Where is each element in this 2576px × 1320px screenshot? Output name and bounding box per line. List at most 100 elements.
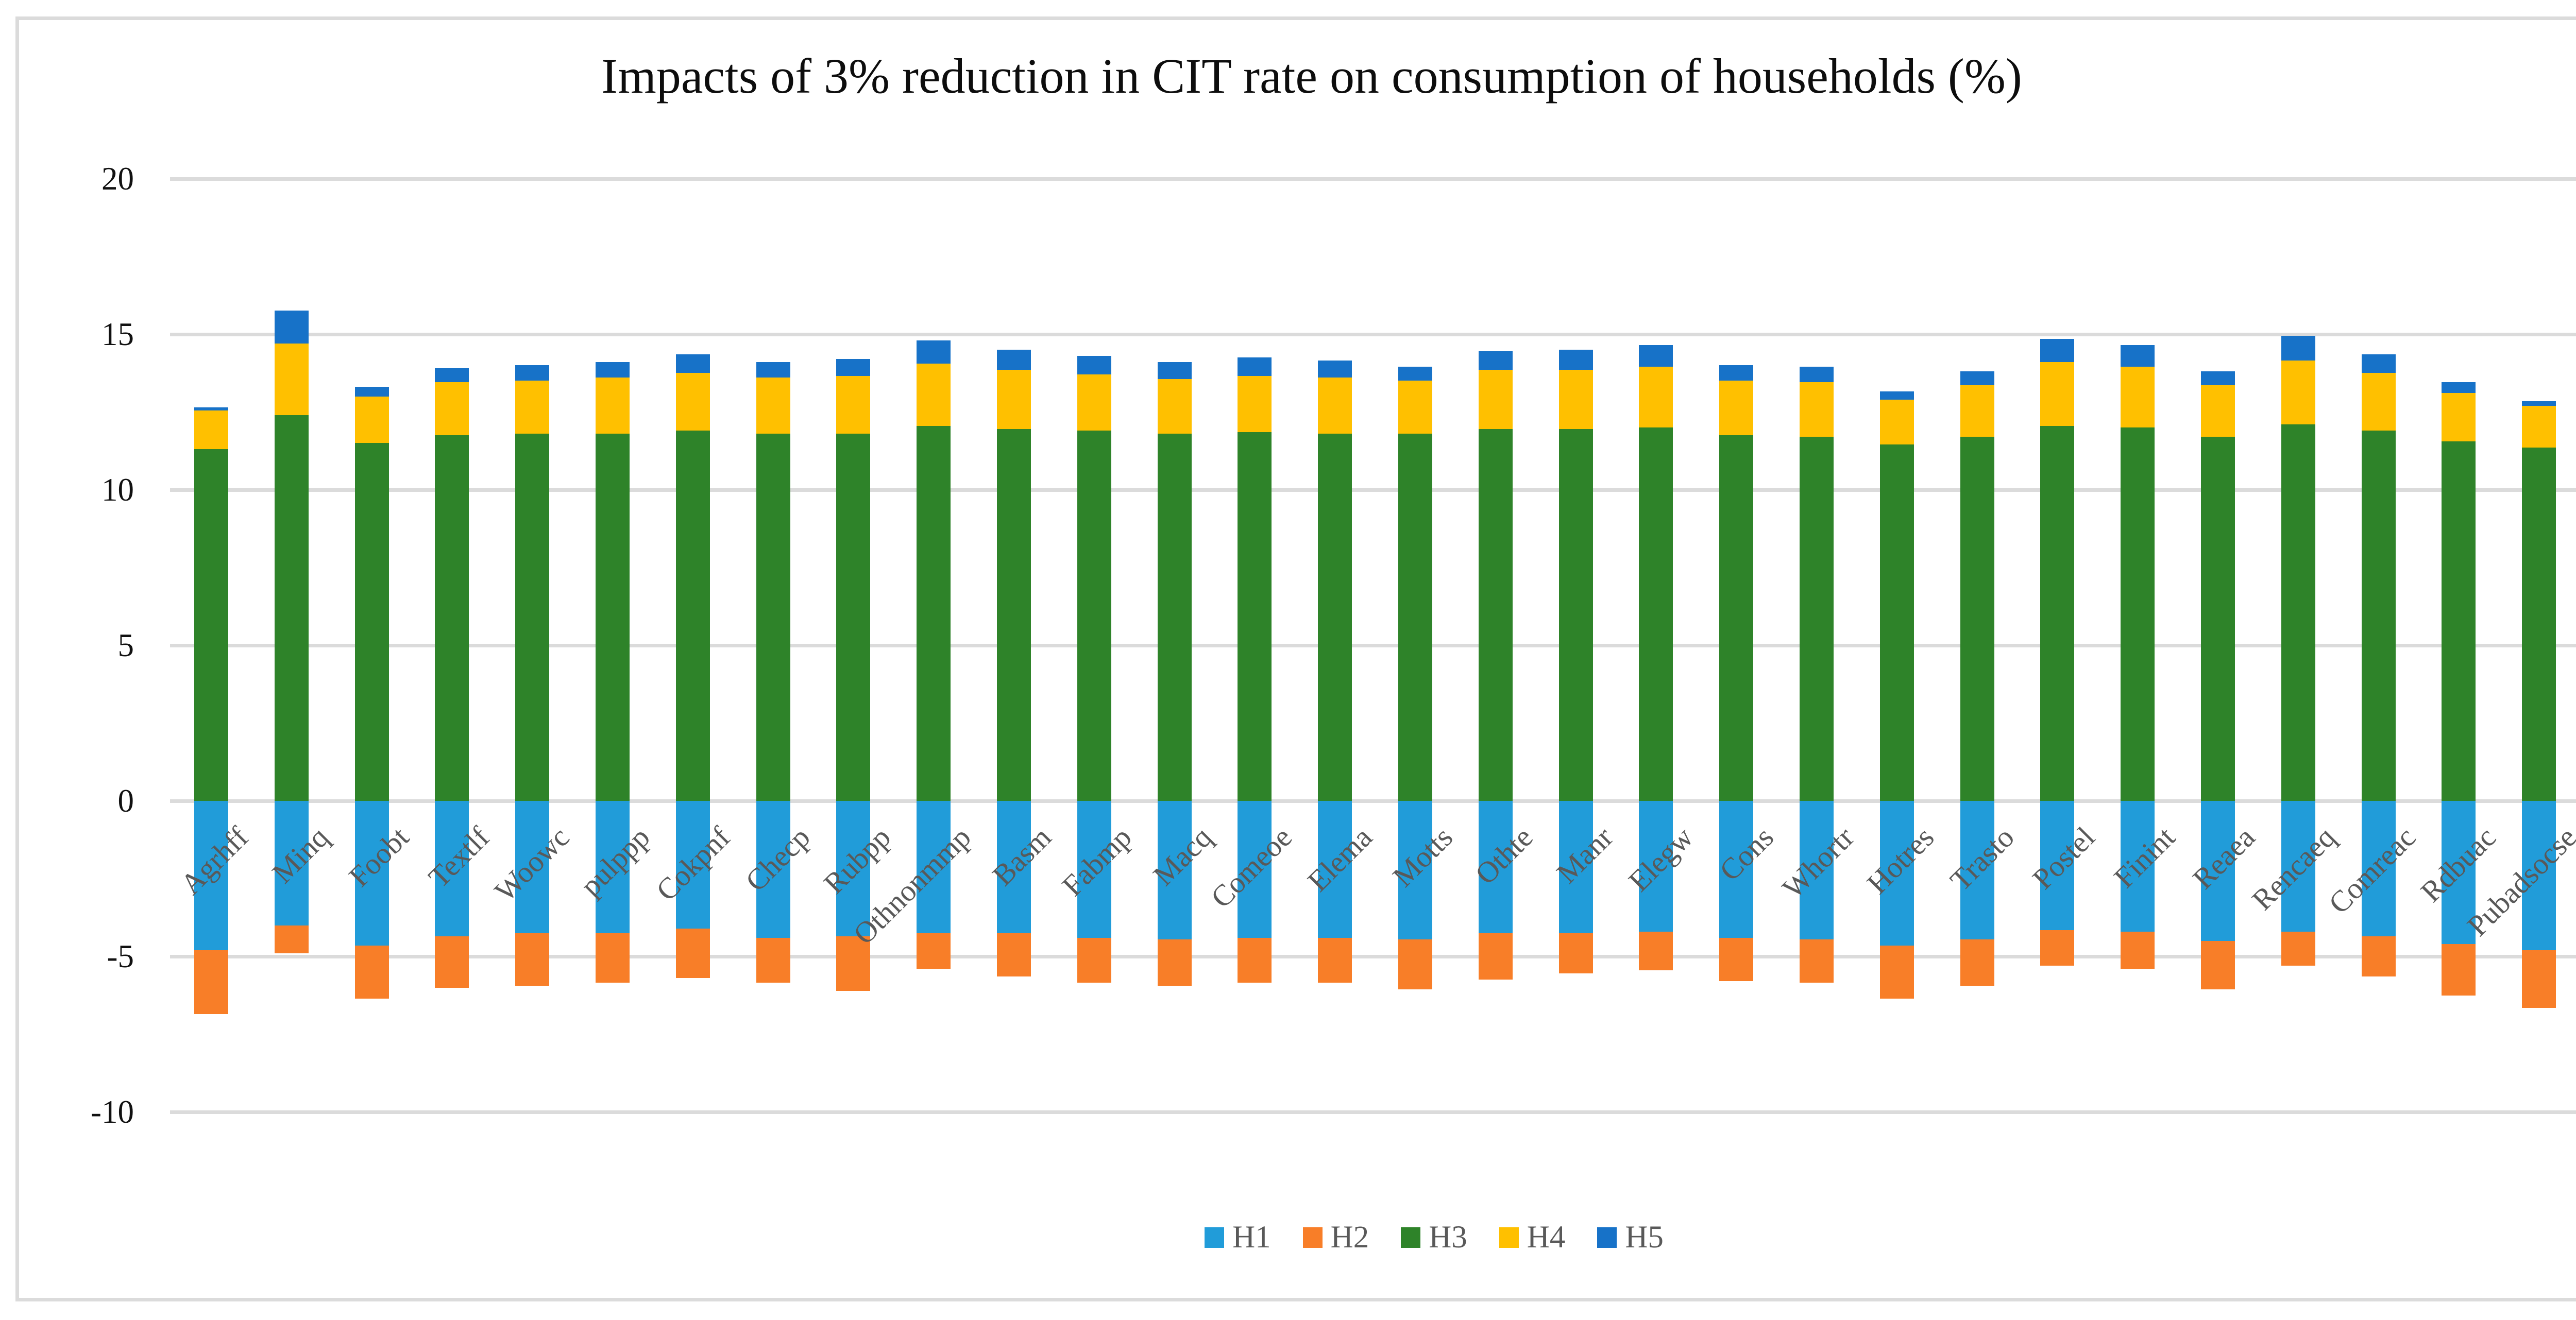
bar-segment-H4-Manr <box>1558 370 1593 429</box>
bar-segment-H2-Checp <box>756 937 790 983</box>
chart-title: Impacts of 3% reduction in CIT rate on c… <box>601 48 2022 104</box>
bar-segment-H2-Pubadsocse <box>2522 950 2556 1008</box>
bar-segment-H2-Textlf <box>435 936 469 988</box>
bar-segment-H2-Manr <box>1558 933 1593 974</box>
bar-segment-H4-Hotres <box>1879 399 1914 445</box>
bar-segment-H5-Elegw <box>1639 345 1673 367</box>
legend-item-H1: H1 <box>1205 1222 1271 1253</box>
bar-segment-H1-Trasto <box>1960 801 1994 939</box>
bar-segment-H1-pulppp <box>596 801 630 933</box>
bar-segment-H2-Othte <box>1478 933 1513 980</box>
bar-segment-H2-Whortr <box>1800 939 1834 983</box>
bar-segment-H3-Rubpp <box>836 434 871 801</box>
legend-label-H2: H2 <box>1330 1220 1369 1255</box>
bar-segment-H5-Comreac <box>2361 354 2396 373</box>
legend-item-H3: H3 <box>1401 1222 1467 1253</box>
bar-segment-H5-Othte <box>1478 351 1513 370</box>
bar-segment-H3-Textlf <box>435 435 469 801</box>
bar-segment-H5-Finint <box>2121 345 2155 367</box>
bar-segment-H2-Rdbuac <box>2442 944 2476 996</box>
legend-swatch-H5 <box>1597 1227 1617 1248</box>
bar-segment-H1-Agrhff <box>194 801 228 951</box>
y-axis-tick-label: 10 <box>101 471 134 508</box>
gridline-y-20 <box>170 177 2576 181</box>
bar-segment-H4-Othnonmmp <box>917 364 951 426</box>
bar-segment-H5-Cons <box>1719 365 1754 381</box>
bar-segment-H5-Whortr <box>1800 367 1834 383</box>
bar-segment-H2-Rubpp <box>836 936 871 991</box>
bar-segment-H4-Minq <box>274 343 309 415</box>
bar-segment-H3-Cokpnf <box>675 431 710 801</box>
legend: H1 H2 H3 H4 H5 <box>0 1222 2576 1253</box>
chart-area-border <box>15 16 2576 1301</box>
bar-segment-H1-Rencaeq <box>2281 801 2315 932</box>
bar-segment-H3-Foobt <box>354 443 389 801</box>
bar-segment-H5-Hotres <box>1879 391 1914 400</box>
bar-segment-H1-Comreac <box>2361 801 2396 936</box>
bar-segment-H5-Macq <box>1157 362 1192 380</box>
bar-segment-H4-Pubadsocse <box>2522 405 2556 448</box>
legend-swatch-H4 <box>1499 1227 1519 1248</box>
bar-segment-H1-Othnonmmp <box>917 801 951 933</box>
gridline-y-0 <box>170 799 2576 803</box>
bar-segment-H1-Foobt <box>354 801 389 946</box>
bar-segment-H1-Elegw <box>1639 801 1673 932</box>
bar-segment-H5-Rubpp <box>836 359 871 376</box>
legend-label-H3: H3 <box>1429 1220 1467 1255</box>
bar-segment-H5-Minq <box>274 311 309 344</box>
bar-segment-H1-Motts <box>1398 801 1432 939</box>
bar-segment-H2-Comeoe <box>1238 937 1272 983</box>
bar-segment-H2-Reaea <box>2201 940 2235 989</box>
legend-swatch-H1 <box>1205 1227 1225 1248</box>
gridline-y-10 <box>170 488 2576 492</box>
bar-segment-H1-Whortr <box>1800 801 1834 939</box>
bar-segment-H3-Woowc <box>515 434 550 801</box>
bar-segment-H2-Comreac <box>2361 936 2396 977</box>
bar-segment-H1-Reaea <box>2201 801 2235 941</box>
bar-segment-H4-Cons <box>1719 381 1754 436</box>
bar-segment-H5-Textlf <box>435 368 469 383</box>
y-axis-tick-label: -10 <box>91 1094 134 1130</box>
legend-item-H5: H5 <box>1597 1222 1664 1253</box>
bar-segment-H4-Foobt <box>354 396 389 443</box>
bar-segment-H5-Comeoe <box>1238 357 1272 376</box>
bar-segment-H2-Minq <box>274 925 309 954</box>
bar-segment-H1-Pubadsocse <box>2522 801 2556 951</box>
bar-segment-H2-Othnonmmp <box>917 933 951 969</box>
bar-segment-H4-Whortr <box>1800 382 1834 437</box>
bar-segment-H4-Agrhff <box>194 410 228 450</box>
bar-segment-H4-Elema <box>1318 378 1352 434</box>
bar-segment-H3-Cons <box>1719 435 1754 801</box>
bar-segment-H3-pulppp <box>596 434 630 801</box>
bar-segment-H4-Checp <box>756 378 790 434</box>
bar-segment-H4-Comeoe <box>1238 376 1272 433</box>
bar-segment-H3-Finint <box>2121 427 2155 801</box>
gridline-y--10 <box>170 1110 2576 1115</box>
bar-segment-H5-Othnonmmp <box>917 340 951 364</box>
bar-segment-H3-Elegw <box>1639 427 1673 801</box>
bar-segment-H5-Fabmp <box>1077 355 1111 375</box>
bar-segment-H4-Postel <box>2040 362 2075 426</box>
bar-segment-H4-Rubpp <box>836 376 871 434</box>
legend-item-H2: H2 <box>1302 1220 1369 1255</box>
bar-segment-H4-Woowc <box>515 381 550 434</box>
bar-segment-H1-Cons <box>1719 801 1754 938</box>
legend-label-H1: H1 <box>1232 1220 1271 1255</box>
bar-segment-H2-Agrhff <box>194 950 228 1014</box>
bar-segment-H3-Rencaeq <box>2281 424 2315 801</box>
legend-item-H4: H4 <box>1499 1222 1565 1253</box>
gridline-y-15 <box>170 332 2576 336</box>
bar-segment-H1-Minq <box>274 801 309 925</box>
bar-segment-H2-Foobt <box>354 945 389 999</box>
bar-segment-H2-Rencaeq <box>2281 931 2315 966</box>
bar-segment-H2-Basm <box>997 933 1031 977</box>
bar-segment-H4-pulppp <box>596 378 630 434</box>
bar-segment-H4-Comreac <box>2361 373 2396 431</box>
bar-segment-H3-Manr <box>1558 428 1593 801</box>
bar-segment-H3-Whortr <box>1800 437 1834 801</box>
bar-segment-H5-Pubadsocse <box>2522 401 2556 406</box>
bar-segment-H5-Postel <box>2040 338 2075 363</box>
bar-segment-H3-Comreac <box>2361 431 2396 801</box>
bar-segment-H1-Cokpnf <box>675 801 710 929</box>
gridline-y-5 <box>170 643 2576 647</box>
